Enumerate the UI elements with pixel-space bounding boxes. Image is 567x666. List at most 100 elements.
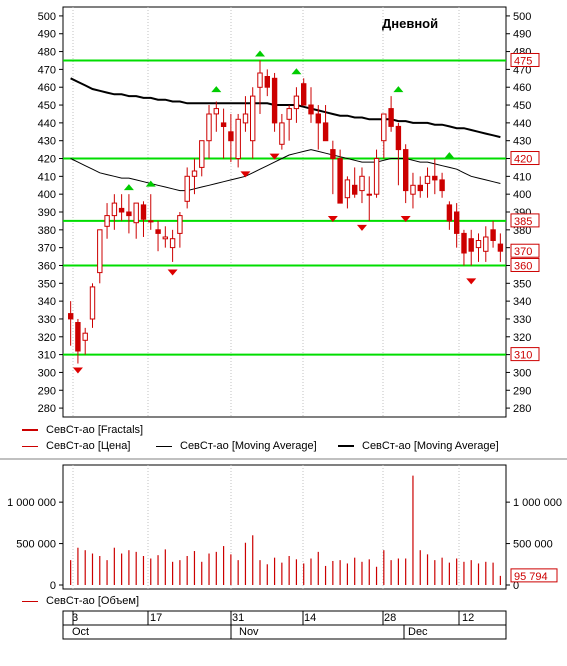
candle-body-8 [126,211,132,217]
candle-body-5 [104,215,110,227]
price-ytick-left-label-0: 280 [38,403,56,415]
price-level-badge-2-label: 385 [514,216,532,228]
candle-body-18 [199,140,205,168]
candle-body-14 [169,238,176,249]
chart-title: Дневной [382,16,439,31]
price-ytick-left-label-2: 300 [38,367,56,379]
price-ytick-left-label-15: 430 [38,136,56,148]
price-moving-averages [70,77,501,192]
price-ytick-right-label-21: 490 [513,29,531,41]
volume-badge: 95 794 [510,568,558,583]
price-ytick-left-label-5: 330 [38,314,56,326]
candle-body-11 [148,220,154,223]
legend-ma-short-swatch [156,445,172,447]
volume-last-badge-label: 95 794 [514,571,548,583]
volume-ytick-left-label-1: 500 000 [16,539,56,551]
legend-fractals: СевСт-ао [Fractals] [22,424,143,436]
volume-ytick-left-label-0: 0 [50,580,56,592]
price-level-badge-1-label: 420 [514,154,532,166]
candle-body-56 [475,240,482,249]
date-day-2: 31 [232,612,245,624]
price-ytick-left-label-22: 500 [38,11,56,23]
price-badges: 475 420 385 360 310 370 [510,52,540,362]
candle-body-51 [439,179,445,192]
price-ytick-right-label-7: 350 [513,278,531,290]
price-level-badge-0-box [510,52,540,67]
price-ytick-left-label-8: 360 [38,260,56,272]
price-level-badge-4-label: 310 [514,350,532,362]
candle-body-53 [454,211,460,234]
legend-price: СевСт-ао [Цена] [22,440,130,452]
price-ytick-right-label-2: 300 [513,367,531,379]
price-ytick-right-label-6: 340 [513,296,531,308]
candle-body-23 [235,118,241,160]
legend-ma-long-swatch [338,445,354,447]
candle-body-27 [264,76,271,88]
date-day-5: 12 [462,612,475,624]
date-day-1: 17 [150,612,163,624]
candle-body-4 [97,229,103,274]
candle-body-22 [228,131,234,142]
price-ytick-left-label-20: 480 [38,47,56,59]
price-ytick-left-label-13: 410 [38,171,56,183]
price-ytick-right-label-15: 430 [513,136,531,148]
candle-body-30 [286,108,292,120]
price-ytick-right-label-16: 440 [513,118,531,130]
candle-body-38 [344,179,351,199]
candle-body-29 [279,122,285,145]
date-ticks [72,611,460,639]
candle-body-46 [403,149,409,192]
price-ytick-right-label-1: 290 [513,385,531,397]
candle-body-21 [220,122,227,128]
fractal-down-1 [167,269,178,276]
price-ytick-right-label-4: 320 [513,332,531,344]
fractal-up-5 [393,86,404,93]
price-ytick-right-label-19: 470 [513,64,531,76]
candle-body-37 [337,158,343,204]
price-level-badge-1-box [510,151,540,166]
candle-body-15 [177,215,183,234]
candle-body-42 [373,158,380,195]
candle-body-6 [111,202,118,217]
price-ytick-right-label-10: 380 [513,225,531,237]
candle-body-7 [118,207,125,213]
price-candles [68,60,504,364]
candle-body-35 [322,122,329,142]
candle-body-2 [82,332,88,341]
candle-body-40 [359,175,365,192]
candle-body-39 [352,184,358,195]
price-ytick-left-label-17: 450 [38,100,56,112]
price-ytick-right-label-0: 280 [513,403,531,415]
legend-ma-long: СевСт-ао [Moving Average] [338,440,499,452]
candle-body-50 [432,175,438,181]
fractal-up-3 [255,50,266,57]
candle-body-34 [315,113,322,124]
volume-ytick-right-label-2: 1 000 000 [513,497,562,509]
price-ytick-left-label-6: 340 [38,296,56,308]
candle-body-54 [461,232,467,254]
price-ytick-left-label-9: 370 [38,243,56,255]
volume-last-badge-box [510,568,558,583]
volume-ytick-right-label-0: 0 [513,580,519,592]
candle-body-36 [330,149,336,160]
fractal-down-2 [240,171,251,178]
candle-body-47 [410,184,416,195]
legend-volume-swatch [22,600,38,602]
ma-long-line [70,77,501,139]
candle-body-26 [257,72,263,88]
candle-body-31 [293,95,300,110]
legend-ma-long-label: СевСт-ао [Moving Average] [362,440,499,452]
price-ytick-left-label-14: 420 [38,154,56,166]
fractal-down-0 [72,367,83,374]
candle-body-28 [271,77,278,124]
candle-body-3 [89,286,96,320]
date-day-0: 3 [72,612,79,624]
date-day-4: 28 [384,612,397,624]
candle-body-20 [213,108,220,115]
legend-volume-label: СевСт-ао [Объем] [46,595,140,607]
candle-body-49 [424,175,431,184]
price-ytick-left-label-1: 290 [38,385,56,397]
volume-bars [70,475,501,585]
price-ytick-left-label-19: 470 [38,64,56,76]
